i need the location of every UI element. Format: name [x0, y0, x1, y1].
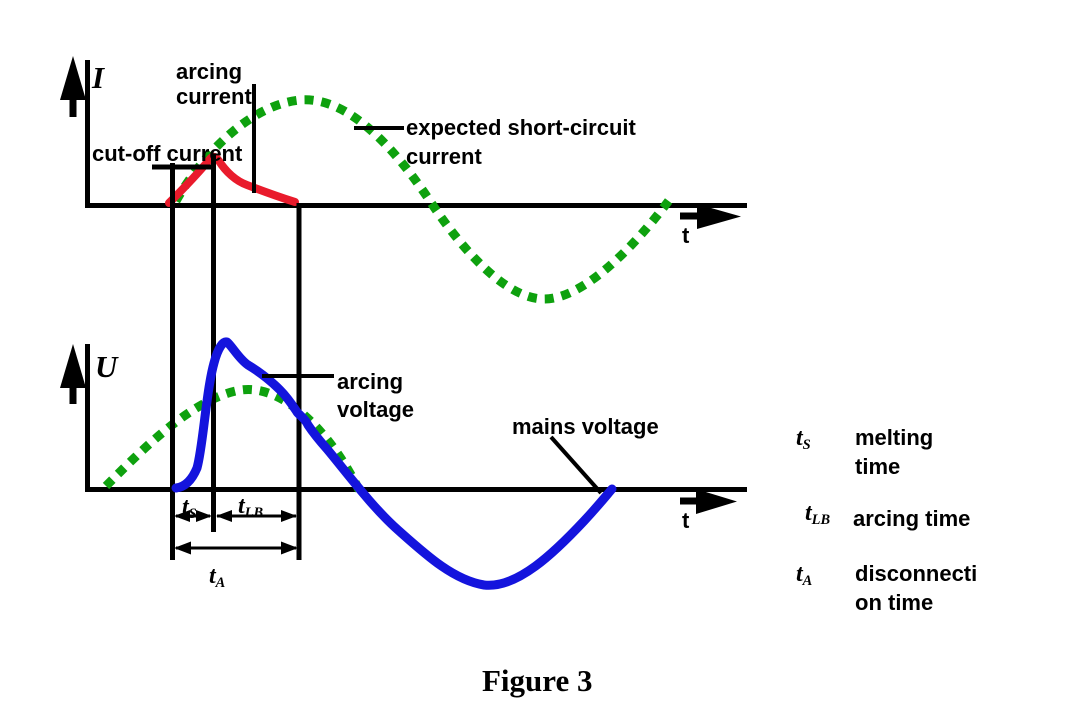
- mains-voltage-label: mains voltage: [512, 414, 659, 439]
- arcing-current-label-line2: current: [176, 84, 252, 109]
- mains-voltage-dotted-curve: [102, 385, 365, 494]
- bottom-x-axis-label: t: [682, 508, 690, 533]
- legend-ta-text-line1: disconnecti: [855, 561, 978, 586]
- ts-interval-label: tS: [182, 494, 197, 523]
- bottom-y-axis-label: U: [95, 349, 118, 384]
- expected-current-label-line1: expected short-circuit: [406, 115, 636, 140]
- legend-ts-text-line2: time: [855, 454, 901, 479]
- expected-short-circuit-current-curve: [172, 95, 674, 304]
- top-y-axis-label: I: [92, 60, 105, 95]
- bottom-t-arrow-icon: [696, 489, 737, 514]
- expected-current-label-line2: current: [406, 144, 482, 169]
- figure-caption: Figure 3: [482, 663, 593, 698]
- ta-interval-label: tA: [209, 563, 226, 592]
- tlb-interval-label: tLB: [238, 493, 264, 522]
- legend-tlb-symbol: tLB: [805, 500, 831, 529]
- ta-dim-right-arrow-icon: [281, 541, 298, 555]
- bottom-y-axis-arrow-icon: [60, 344, 86, 388]
- ts-dim-left-arrow-icon: [174, 510, 190, 522]
- ta-dim-left-arrow-icon: [174, 541, 191, 555]
- legend-ta-symbol: tA: [796, 561, 813, 590]
- ts-dim-right-arrow-icon: [196, 510, 212, 522]
- cutoff-current-curve: [165, 152, 299, 207]
- top-t-arrow-icon: [697, 204, 741, 229]
- mains-voltage-leader-line: [549, 435, 603, 495]
- arcing-voltage-curve: [171, 337, 617, 590]
- legend-ts-symbol: tS: [796, 425, 811, 454]
- legend-ts-text-line1: melting: [855, 425, 934, 450]
- arcing-voltage-label-line1: arcing: [337, 369, 404, 394]
- cutoff-current-label: cut-off current: [92, 141, 243, 166]
- top-x-axis-label: t: [682, 223, 690, 248]
- tlb-dim-left-arrow-icon: [216, 510, 232, 522]
- arcing-current-label-line1: arcing: [176, 59, 243, 84]
- legend-tlb-text-line1: arcing time: [853, 506, 971, 531]
- top-y-axis-arrow-icon: [60, 56, 86, 100]
- arcing-voltage-label-line2: voltage: [337, 397, 415, 422]
- legend-ta-text-line2: on time: [855, 590, 934, 615]
- tlb-dim-right-arrow-icon: [281, 510, 297, 522]
